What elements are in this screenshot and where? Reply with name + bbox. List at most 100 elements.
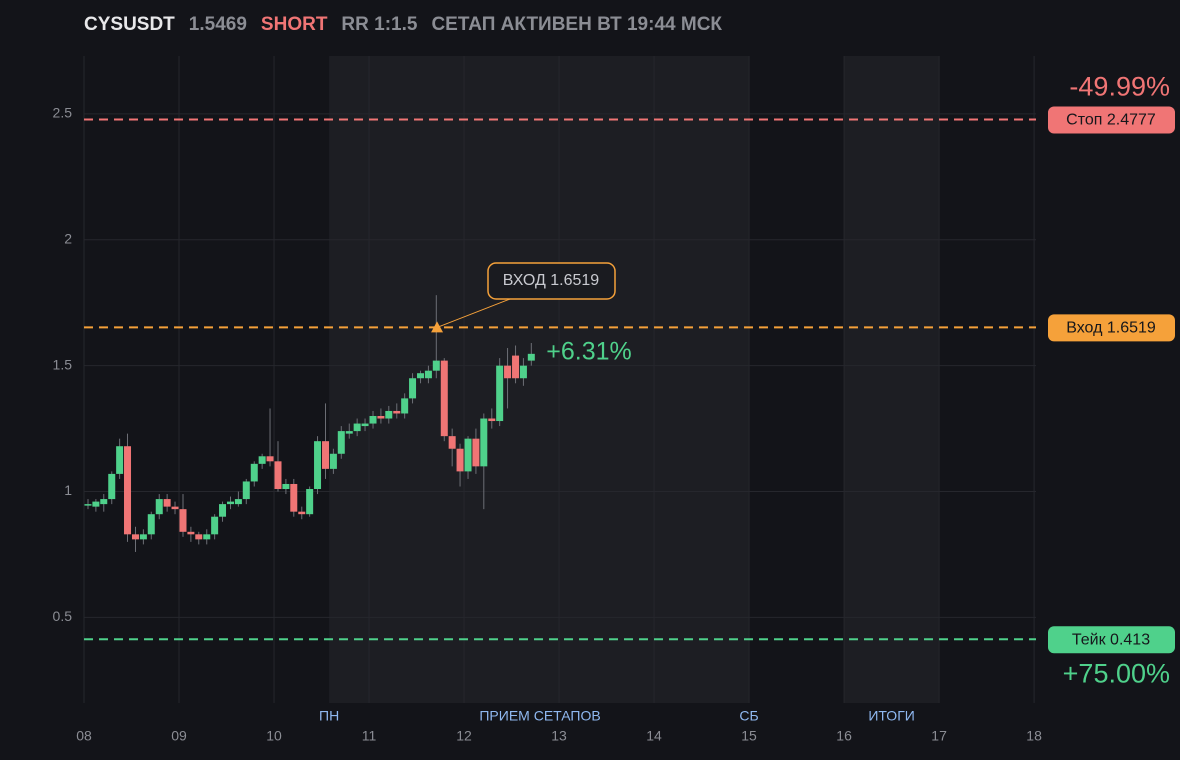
level-label: Тейк 0.413: [1072, 632, 1150, 649]
candle-body: [417, 373, 425, 379]
session-label: СБ: [739, 708, 758, 724]
x-tick-label: 16: [836, 728, 852, 744]
candle-body: [227, 501, 235, 505]
candle-body: [124, 446, 132, 535]
candle-body: [258, 456, 266, 464]
x-tick-label: 18: [1026, 728, 1042, 744]
candle-body: [250, 463, 258, 482]
candle-body: [211, 516, 219, 535]
candle-body: [329, 453, 337, 469]
session-band: [844, 56, 940, 703]
candle-body: [92, 501, 100, 507]
candle-body: [195, 534, 203, 540]
session-band: [329, 56, 750, 703]
y-tick-label: 2: [64, 230, 72, 246]
candle-body: [282, 483, 290, 490]
candle-body: [361, 423, 369, 427]
candle-body: [274, 461, 282, 490]
y-tick-label: 0.5: [53, 608, 73, 624]
candle-body: [314, 441, 322, 490]
candle-body: [527, 353, 535, 361]
header: CYSUSDT 1.5469 SHORT RR 1:1.5 СЕТАП АКТИ…: [84, 14, 722, 36]
level-label: Вход 1.6519: [1066, 320, 1156, 337]
candle-body: [322, 441, 330, 469]
candle-body: [179, 509, 187, 532]
session-label: ИТОГИ: [868, 708, 915, 724]
x-tick-label: 17: [931, 728, 947, 744]
entry-marker: [431, 321, 444, 333]
candle-body: [385, 410, 393, 419]
candle-body: [456, 448, 464, 472]
x-tick-label: 12: [456, 728, 472, 744]
candle-body: [432, 360, 440, 371]
entry-box: [487, 262, 616, 300]
candle-body: [171, 506, 179, 510]
session-label: ПРИЕМ СЕТАПОВ: [479, 708, 600, 724]
x-tick-label: 15: [741, 728, 757, 744]
x-tick-label: 13: [551, 728, 567, 744]
level-change: -49.99%: [1069, 72, 1170, 102]
pnl-label: +6.31%: [546, 337, 632, 365]
candle-body: [393, 410, 401, 414]
candle-body: [504, 365, 512, 379]
x-tick-label: 08: [76, 728, 92, 744]
x-tick-label: 10: [266, 728, 282, 744]
level-badge: [1048, 626, 1175, 654]
candle-body: [219, 504, 227, 517]
candle-body: [401, 398, 409, 414]
x-tick-label: 14: [646, 728, 662, 744]
candle-body: [353, 423, 361, 432]
candle-body: [139, 534, 147, 540]
candle-body: [337, 431, 345, 454]
candle-body: [234, 499, 242, 505]
side: SHORT: [260, 14, 328, 35]
candle-body: [290, 483, 298, 512]
level-badge: [1048, 106, 1175, 134]
entry-pointer: [436, 298, 511, 328]
level-change: +75.00%: [1063, 658, 1170, 688]
level-label: Стоп 2.4777: [1066, 112, 1156, 129]
candle-body: [147, 514, 155, 535]
candle-body: [440, 360, 448, 437]
candle-body: [100, 499, 108, 505]
symbol: CYSUSDT: [84, 14, 175, 35]
candle-body: [496, 365, 504, 422]
price: 1.5469: [188, 14, 247, 35]
candle-body: [242, 481, 250, 500]
candle-body: [480, 418, 488, 467]
candle-body: [519, 365, 527, 379]
status: СЕТАП АКТИВЕН ВТ 19:44 МСК: [431, 14, 723, 35]
candle-body: [266, 456, 274, 462]
candle-body: [116, 446, 124, 474]
candle-body: [203, 534, 211, 540]
candle-body: [464, 438, 472, 472]
y-tick-label: 1: [64, 482, 72, 498]
candle-body: [345, 431, 353, 434]
candle-body: [84, 504, 92, 506]
x-tick-label: 11: [362, 728, 377, 744]
candle-body: [163, 499, 171, 507]
candle-body: [409, 378, 417, 399]
candle-body: [377, 416, 385, 419]
candle-body: [155, 499, 163, 515]
candle-body: [448, 436, 456, 449]
candle-body: [424, 370, 432, 379]
rr: RR 1:1.5: [341, 14, 418, 35]
level-badge: [1048, 314, 1175, 342]
candle-body: [512, 355, 520, 379]
y-tick-label: 1.5: [53, 356, 73, 372]
candle-body: [306, 489, 314, 515]
entry-label: ВХОД 1.6519: [503, 272, 600, 289]
candle-body: [187, 531, 195, 535]
candle-body: [369, 416, 377, 424]
candle-body: [108, 473, 116, 500]
x-tick-label: 09: [171, 728, 187, 744]
candle-body: [472, 438, 480, 467]
session-label: ПН: [319, 708, 339, 724]
candle-body: [488, 418, 496, 422]
candle-body: [131, 534, 139, 540]
y-tick-label: 2.5: [53, 105, 73, 121]
candle-body: [298, 511, 306, 515]
